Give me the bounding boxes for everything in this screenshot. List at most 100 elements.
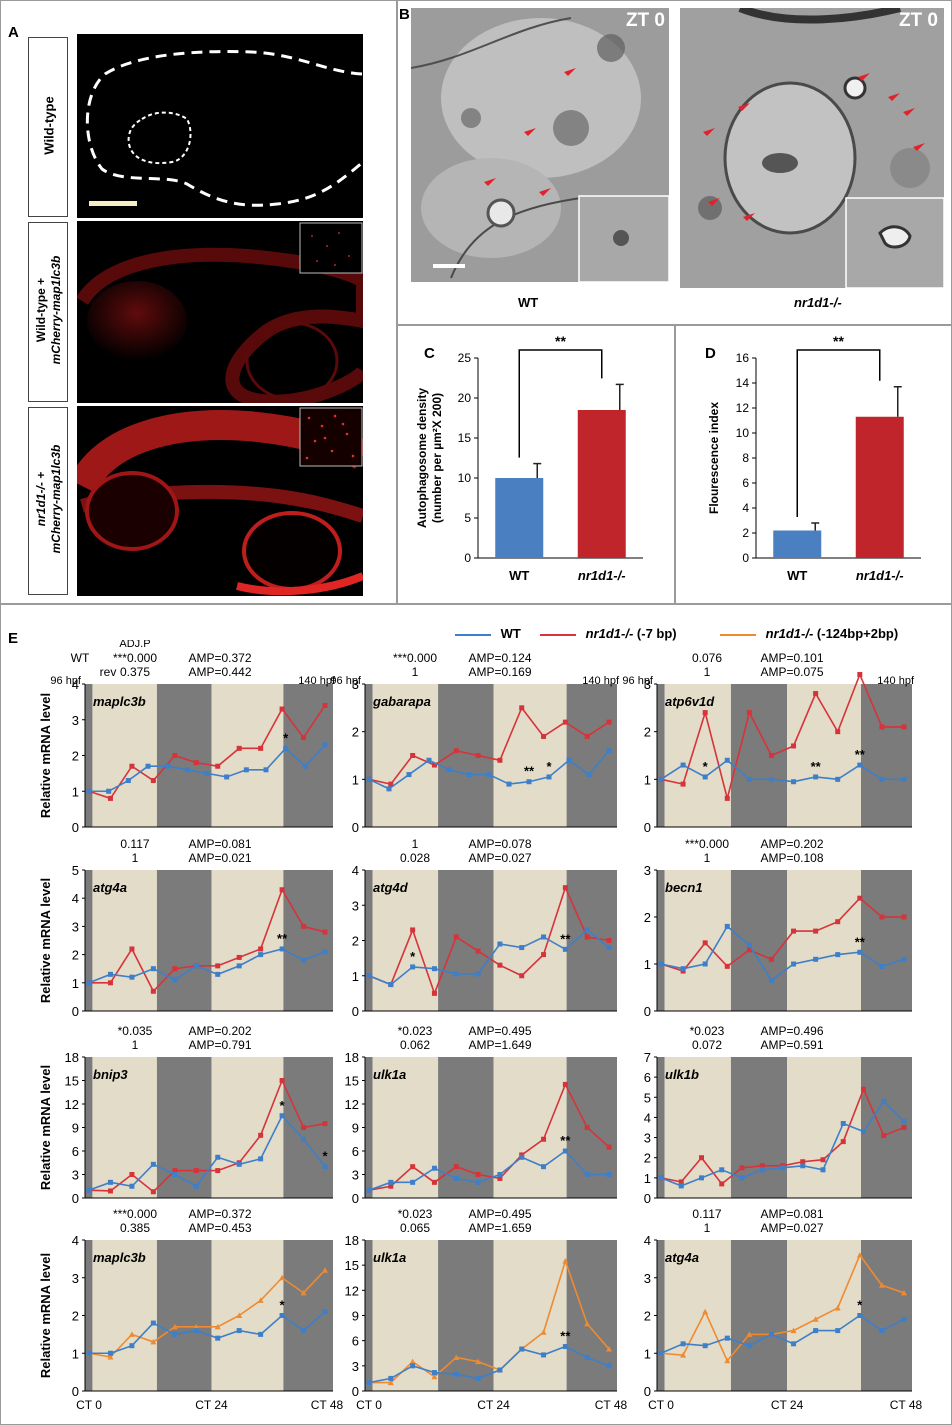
wt-point bbox=[719, 1167, 725, 1173]
y-tick-label: 6 bbox=[644, 1070, 651, 1085]
mutant-point bbox=[322, 1267, 328, 1273]
y-tick-label: 1 bbox=[644, 1171, 651, 1186]
mutant-point bbox=[129, 763, 135, 769]
dark-phase-band bbox=[861, 870, 912, 1011]
adj-p-value: 0.028 bbox=[400, 851, 430, 865]
dark-phase-band bbox=[85, 1240, 93, 1391]
mrna-chart-ulk1a: 0 3 6 9 12 15 18 ulk1a *0.023 AMP=0.495 0.062 AMP=1… bbox=[345, 1024, 617, 1206]
mutant-point bbox=[322, 929, 328, 935]
mutant-point bbox=[562, 719, 568, 725]
y-tick-label: 5 bbox=[72, 863, 79, 878]
wt-point bbox=[606, 1172, 612, 1177]
legend-swatch bbox=[455, 633, 491, 636]
y-axis-label: Relative mRNA level bbox=[38, 1065, 53, 1190]
mutant-point bbox=[475, 1172, 481, 1177]
mutant-point bbox=[236, 1312, 243, 1318]
mutant-point bbox=[562, 885, 568, 891]
mutant-point bbox=[301, 735, 307, 741]
wt-point bbox=[204, 770, 210, 776]
wt-point bbox=[497, 1172, 503, 1177]
wt-point bbox=[800, 1163, 806, 1169]
amplitude-value: AMP=0.496 bbox=[760, 1024, 823, 1038]
wt-point bbox=[243, 767, 249, 773]
dark-phase-band bbox=[156, 1057, 212, 1198]
dark-phase-band bbox=[283, 870, 333, 1011]
mrna-chart-ulk1b: 0 1 2 3 4 5 6 7 ulk1b *0.023 AMP=0.496 0.072 AMP=0.5… bbox=[644, 1024, 912, 1206]
mutant-point bbox=[724, 1357, 731, 1364]
x-tick-label: CT 24 bbox=[771, 1398, 804, 1412]
wt-point bbox=[562, 946, 568, 952]
wt-point bbox=[680, 762, 686, 768]
wt-point bbox=[263, 767, 269, 773]
light-phase-band bbox=[211, 870, 284, 1011]
adj-p-value: *0.023 bbox=[398, 1207, 433, 1221]
mutant-point bbox=[150, 988, 156, 994]
significance-marker: * bbox=[410, 949, 416, 964]
wt-point bbox=[431, 1370, 437, 1376]
wt-point bbox=[768, 1331, 774, 1337]
mutant-point bbox=[453, 748, 459, 754]
light-phase-band bbox=[372, 870, 439, 1011]
micrograph-mutant-mcherry bbox=[77, 406, 363, 596]
gene-label: becn1 bbox=[665, 880, 703, 895]
wt-point bbox=[606, 945, 612, 951]
panel-b-label: B bbox=[399, 6, 410, 23]
hpf-end-label: 140 hpf bbox=[582, 675, 620, 687]
wt-point bbox=[724, 1335, 730, 1341]
y-tick-label: 0 bbox=[352, 1191, 359, 1206]
mutant-point bbox=[901, 1125, 907, 1130]
y-tick-label: 15 bbox=[345, 1258, 359, 1273]
dark-phase-band bbox=[657, 1057, 665, 1198]
y-axis-label: Autophagosome density(number per µm²X 20… bbox=[415, 388, 444, 528]
wt-point bbox=[322, 742, 328, 748]
wt-point bbox=[606, 1363, 612, 1369]
wt-point bbox=[366, 1380, 372, 1386]
light-phase-band bbox=[493, 870, 567, 1011]
wt-point bbox=[519, 945, 525, 951]
amplitude-value: AMP=0.791 bbox=[188, 1038, 251, 1052]
y-tick-label: 2 bbox=[742, 526, 749, 540]
mutant-line bbox=[660, 897, 904, 972]
light-phase-band bbox=[372, 684, 439, 827]
mutant-point bbox=[431, 762, 437, 768]
wt-point bbox=[519, 1346, 525, 1352]
wt-point bbox=[879, 963, 885, 969]
mutant-line bbox=[368, 706, 610, 785]
wt-point bbox=[410, 1179, 416, 1185]
amplitude-value: AMP=0.075 bbox=[760, 665, 823, 679]
x-tick-label: CT 24 bbox=[195, 1398, 228, 1412]
wt-point bbox=[279, 1113, 285, 1119]
wt-point bbox=[165, 763, 171, 769]
wt-line bbox=[88, 1114, 326, 1191]
mutant-point bbox=[236, 745, 242, 751]
wt-point bbox=[431, 1165, 437, 1171]
amplitude-value: AMP=1.659 bbox=[468, 1221, 531, 1235]
hpf-start-label: 96 hpf bbox=[50, 675, 82, 687]
adj-p-value: ***0.000 bbox=[685, 837, 729, 851]
light-phase-band bbox=[664, 684, 731, 827]
wt-point bbox=[302, 763, 308, 769]
mutant-point bbox=[562, 1081, 568, 1087]
light-phase-band bbox=[664, 1240, 731, 1391]
y-tick-label: 25 bbox=[458, 351, 472, 365]
wt-point bbox=[322, 1309, 328, 1315]
y-tick-label: 1 bbox=[72, 976, 79, 991]
adj-p-value: 0.072 bbox=[692, 1038, 722, 1052]
legend-swatch bbox=[540, 633, 576, 636]
amplitude-value: AMP=0.027 bbox=[468, 851, 531, 865]
wt-point bbox=[519, 1154, 525, 1160]
light-phase-band bbox=[493, 1057, 567, 1198]
mutant-point bbox=[724, 963, 730, 969]
y-tick-label: 2 bbox=[352, 934, 359, 949]
mutant-point bbox=[861, 1086, 866, 1092]
adj-p-value: *0.035 bbox=[118, 1024, 153, 1038]
mutant-point bbox=[475, 948, 481, 954]
mutant-point bbox=[453, 1354, 460, 1360]
dark-phase-band bbox=[156, 684, 212, 827]
wt-point bbox=[258, 952, 264, 958]
y-tick-label: 7 bbox=[644, 1050, 651, 1065]
wt-point bbox=[584, 1172, 590, 1177]
dark-phase-band bbox=[730, 870, 788, 1011]
